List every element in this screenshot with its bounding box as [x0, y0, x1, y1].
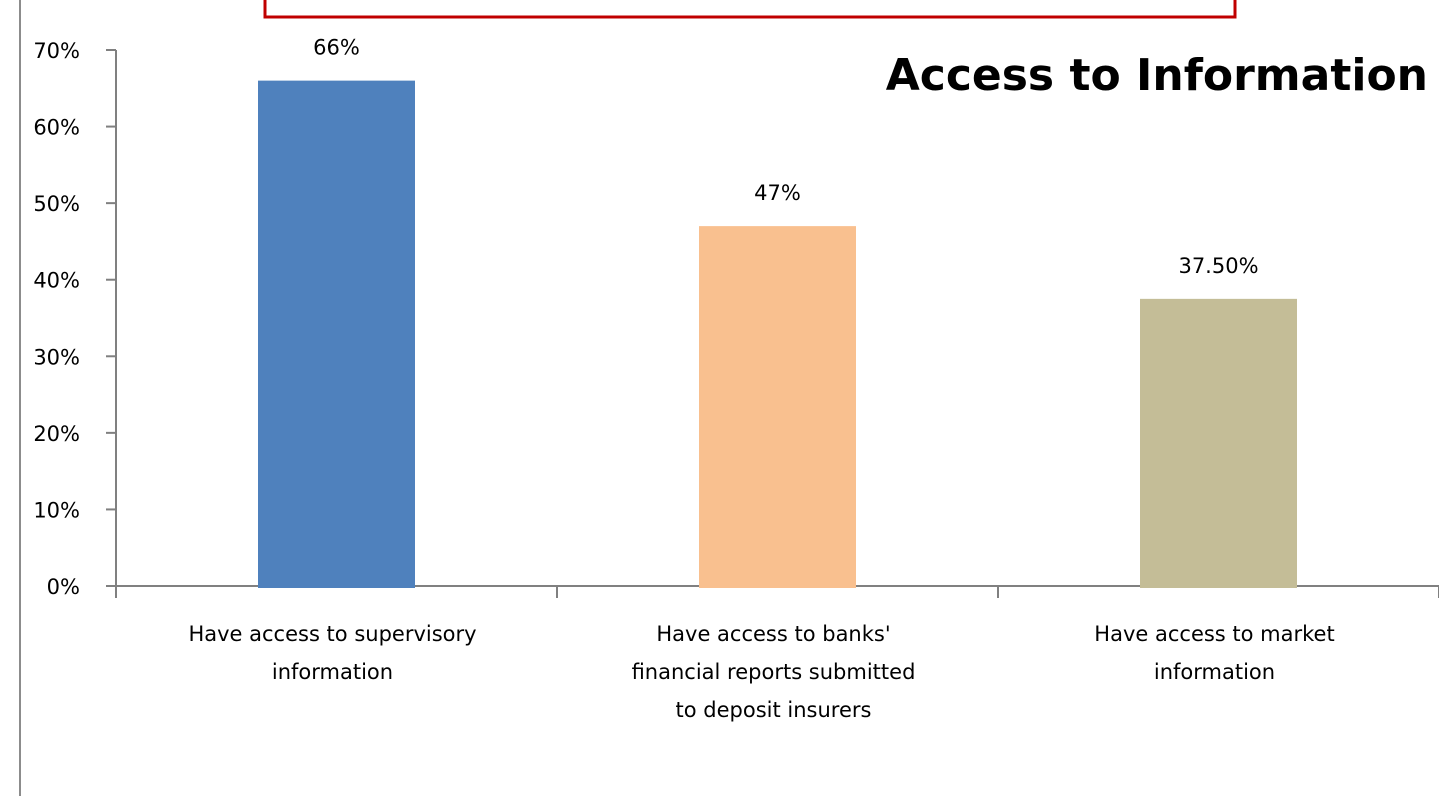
- callout-box: [263, 0, 1237, 19]
- y-tick-label: 0%: [47, 575, 80, 599]
- bar: [258, 80, 415, 588]
- data-label: 66%: [313, 36, 360, 60]
- data-labels: 66% 47% 37.50%: [313, 36, 1258, 278]
- y-tick-label: 30%: [33, 345, 80, 369]
- category-labels: Have access to supervisory information Hav…: [188, 622, 1334, 722]
- y-tick-label: 40%: [33, 269, 80, 293]
- category-label: Have access to market information: [1094, 622, 1334, 684]
- y-tick-label: 20%: [33, 422, 80, 446]
- bar: [1140, 298, 1297, 588]
- y-tick-label: 10%: [33, 498, 80, 522]
- y-axis: 0% 10% 20% 30% 40% 50% 60% 70%: [33, 39, 117, 599]
- y-tick-label: 50%: [33, 192, 80, 216]
- data-label: 47%: [754, 181, 801, 205]
- bar: [699, 226, 856, 588]
- category-label: Have access to supervisory information: [188, 622, 476, 684]
- y-tick-label: 60%: [33, 116, 80, 140]
- y-tick-label: 70%: [33, 39, 80, 63]
- data-label: 37.50%: [1178, 254, 1258, 278]
- chart-title: Access to Information: [886, 50, 1428, 101]
- bars: [258, 80, 1297, 588]
- category-label: Have access to banks' financial reports s…: [632, 622, 916, 722]
